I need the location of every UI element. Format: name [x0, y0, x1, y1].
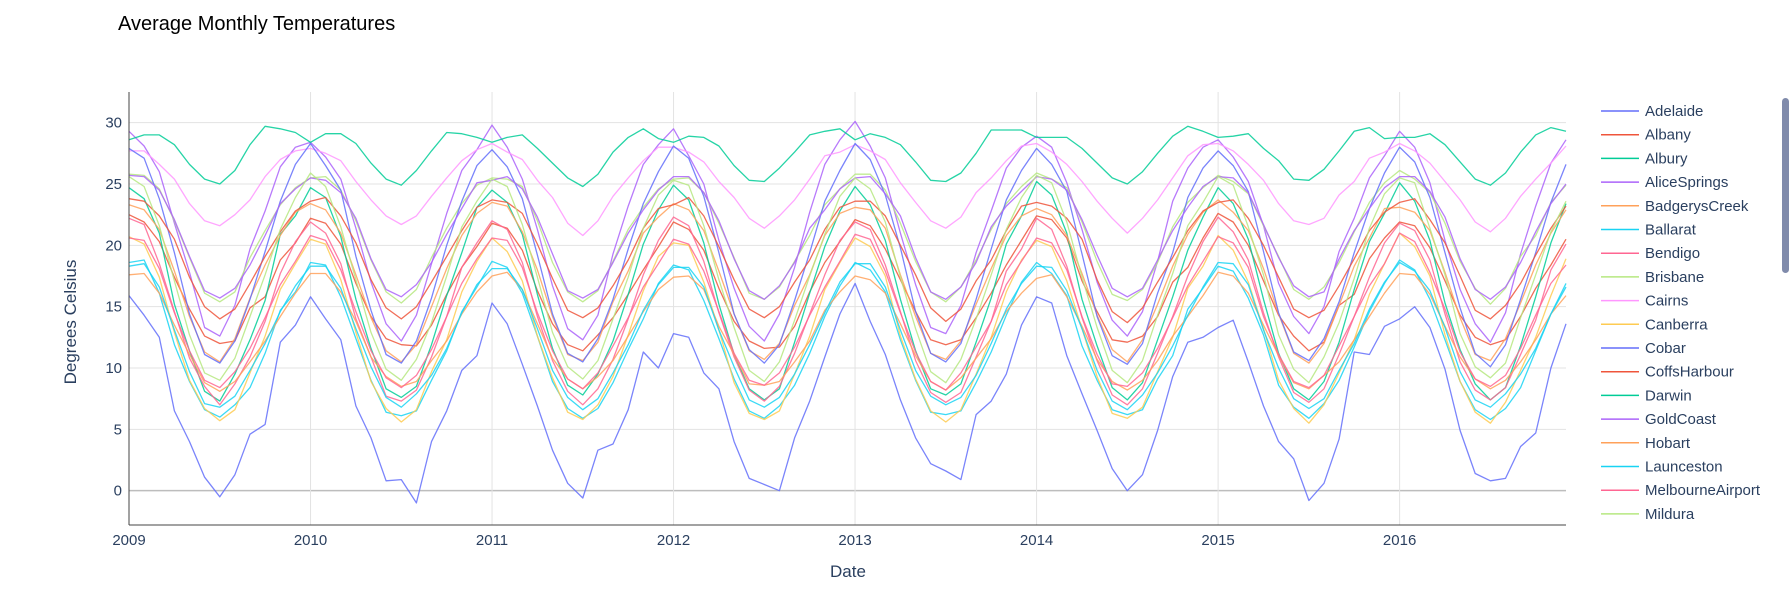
legend-item-darwin[interactable]: Darwin	[1601, 387, 1692, 404]
legend-label: Adelaide	[1645, 103, 1703, 120]
legend-label: Albany	[1645, 127, 1691, 144]
y-tick-label: 5	[114, 421, 122, 438]
legend-label: CoffsHarbour	[1645, 364, 1734, 381]
legend-scrollbar[interactable]	[1782, 98, 1789, 273]
x-tick-labels: 2009 2010 2011 2012 2013 2014 2015 2016	[112, 532, 1416, 549]
legend-item-cobar[interactable]: Cobar	[1601, 340, 1686, 357]
legend-item-alicesprings[interactable]: AliceSprings	[1601, 174, 1728, 191]
series-line-adelaide[interactable]	[128, 282, 1567, 504]
y-tick-label: 30	[105, 115, 122, 132]
y-tick-label: 10	[105, 360, 122, 377]
legend-label: GoldCoast	[1645, 411, 1717, 428]
legend-label: Cairns	[1645, 293, 1688, 310]
y-axis-title: Degrees Celsius	[61, 260, 80, 385]
x-tick-label: 2012	[657, 532, 690, 549]
x-tick-label: 2009	[112, 532, 145, 549]
legend-item-albany[interactable]: Albany	[1601, 127, 1691, 144]
legend-label: Albury	[1645, 150, 1688, 167]
series-line-darwin[interactable]	[128, 125, 1567, 188]
legend-label: AliceSprings	[1645, 174, 1728, 191]
legend-label: Ballarat	[1645, 222, 1697, 239]
legend-item-adelaide[interactable]: Adelaide	[1601, 103, 1703, 120]
legend-item-canberra[interactable]: Canberra	[1601, 316, 1708, 333]
legend[interactable]: Adelaide Albany Albury AliceSprings Badgerys…	[1601, 103, 1761, 523]
x-axis-title: Date	[830, 562, 866, 581]
legend-item-mildura[interactable]: Mildura	[1601, 506, 1695, 523]
series-line-coffsharbour[interactable]	[128, 196, 1567, 324]
plot-area	[128, 120, 1567, 504]
x-tick-label: 2014	[1020, 532, 1053, 549]
series-line-canberra[interactable]	[128, 232, 1567, 424]
y-tick-label: 20	[105, 237, 122, 254]
x-tick-label: 2011	[476, 532, 508, 549]
x-tick-label: 2016	[1383, 532, 1416, 549]
legend-item-ballarat[interactable]: Ballarat	[1601, 222, 1697, 239]
x-tick-label: 2010	[294, 532, 327, 549]
y-tick-label: 15	[105, 299, 122, 316]
y-tick-labels: 0 5 10 15 20 25 30	[105, 115, 122, 500]
series-line-albury[interactable]	[128, 180, 1567, 402]
x-tick-label: 2013	[838, 532, 871, 549]
legend-item-cairns[interactable]: Cairns	[1601, 293, 1688, 310]
legend-label: Mildura	[1645, 506, 1695, 523]
legend-label: Canberra	[1645, 316, 1708, 333]
legend-label: MelbourneAirport	[1645, 482, 1761, 499]
legend-item-albury[interactable]: Albury	[1601, 150, 1688, 167]
legend-label: Hobart	[1645, 435, 1691, 452]
series-line-mildura[interactable]	[128, 172, 1567, 384]
legend-item-hobart[interactable]: Hobart	[1601, 435, 1691, 452]
series-line-badgeryscreek[interactable]	[128, 199, 1567, 364]
legend-item-brisbane[interactable]: Brisbane	[1601, 269, 1704, 286]
legend-item-coffsharbour[interactable]: CoffsHarbour	[1601, 364, 1734, 381]
legend-item-bendigo[interactable]: Bendigo	[1601, 245, 1700, 262]
legend-item-goldcoast[interactable]: GoldCoast	[1601, 411, 1717, 428]
legend-item-launceston[interactable]: Launceston	[1601, 459, 1723, 476]
legend-label: Cobar	[1645, 340, 1686, 357]
series-line-cairns[interactable]	[129, 142, 1567, 237]
series-line-melbourneairport[interactable]	[128, 232, 1567, 391]
chart-title: Average Monthly Temperatures	[118, 13, 395, 35]
legend-item-melbourneairport[interactable]: MelbourneAirport	[1601, 482, 1761, 499]
legend-item-badgeryscreek[interactable]: BadgerysCreek	[1601, 198, 1749, 215]
y-tick-label: 25	[105, 176, 122, 193]
legend-label: BadgerysCreek	[1645, 198, 1749, 215]
legend-label: Darwin	[1645, 387, 1692, 404]
series-line-hobart[interactable]	[128, 271, 1567, 392]
x-tick-label: 2015	[1201, 532, 1234, 549]
y-tick-label: 0	[114, 483, 122, 500]
series-line-cobar[interactable]	[128, 142, 1567, 368]
legend-label: Brisbane	[1645, 269, 1704, 286]
series-line-launceston[interactable]	[128, 261, 1567, 411]
legend-label: Bendigo	[1645, 245, 1700, 262]
series-line-goldcoast[interactable]	[128, 174, 1567, 300]
legend-label: Launceston	[1645, 459, 1723, 476]
